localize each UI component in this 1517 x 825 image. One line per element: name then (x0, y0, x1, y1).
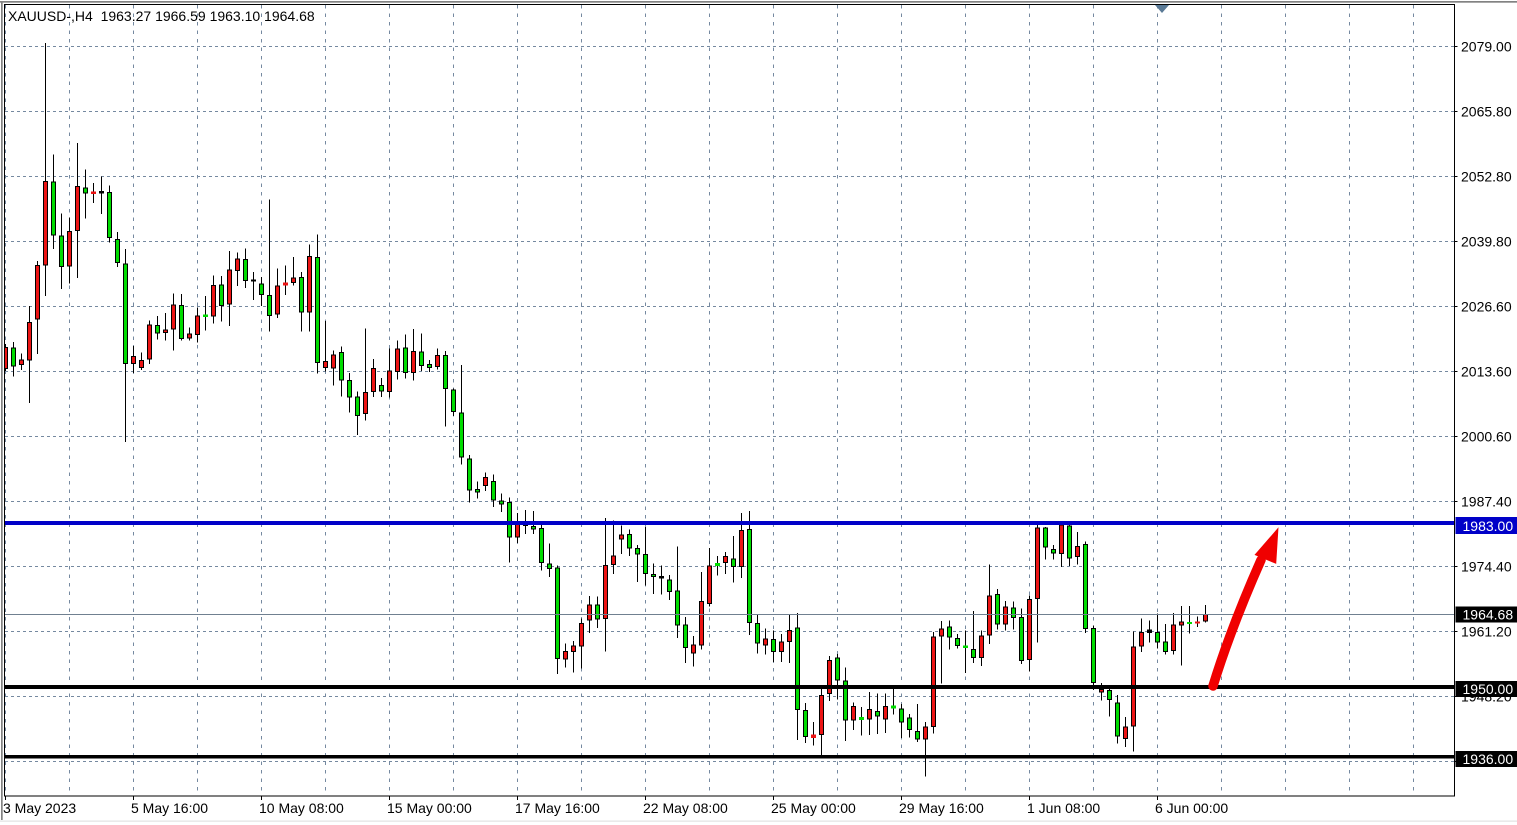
svg-text:2065.80: 2065.80 (1461, 104, 1512, 120)
svg-text:10 May 08:00: 10 May 08:00 (259, 800, 344, 816)
svg-text:22 May 08:00: 22 May 08:00 (643, 800, 728, 816)
svg-text:1936.00: 1936.00 (1463, 751, 1514, 767)
svg-text:3 May 2023: 3 May 2023 (3, 800, 76, 816)
svg-text:1987.40: 1987.40 (1461, 494, 1512, 510)
svg-text:5 May 16:00: 5 May 16:00 (131, 800, 208, 816)
svg-text:2052.80: 2052.80 (1461, 169, 1512, 185)
svg-text:1964.68: 1964.68 (1463, 607, 1514, 623)
svg-text:17 May 16:00: 17 May 16:00 (515, 800, 600, 816)
svg-text:1 Jun 08:00: 1 Jun 08:00 (1027, 800, 1100, 816)
svg-text:1983.00: 1983.00 (1463, 518, 1514, 534)
svg-text:25 May 00:00: 25 May 00:00 (771, 800, 856, 816)
svg-text:1961.20: 1961.20 (1461, 624, 1512, 640)
svg-text:2000.60: 2000.60 (1461, 429, 1512, 445)
svg-text:2039.80: 2039.80 (1461, 234, 1512, 250)
svg-text:2079.00: 2079.00 (1461, 39, 1512, 55)
svg-text:1974.40: 1974.40 (1461, 559, 1512, 575)
svg-text:2026.60: 2026.60 (1461, 299, 1512, 315)
svg-text:XAUUSD-,H4 1963.27 1966.59 19: XAUUSD-,H4 1963.27 1966.59 1963.10 1964.… (8, 8, 315, 24)
svg-text:15 May 00:00: 15 May 00:00 (387, 800, 472, 816)
svg-text:1950.00: 1950.00 (1463, 681, 1514, 697)
svg-text:2013.60: 2013.60 (1461, 364, 1512, 380)
svg-text:29 May 16:00: 29 May 16:00 (899, 800, 984, 816)
svg-text:6 Jun 00:00: 6 Jun 00:00 (1155, 800, 1228, 816)
